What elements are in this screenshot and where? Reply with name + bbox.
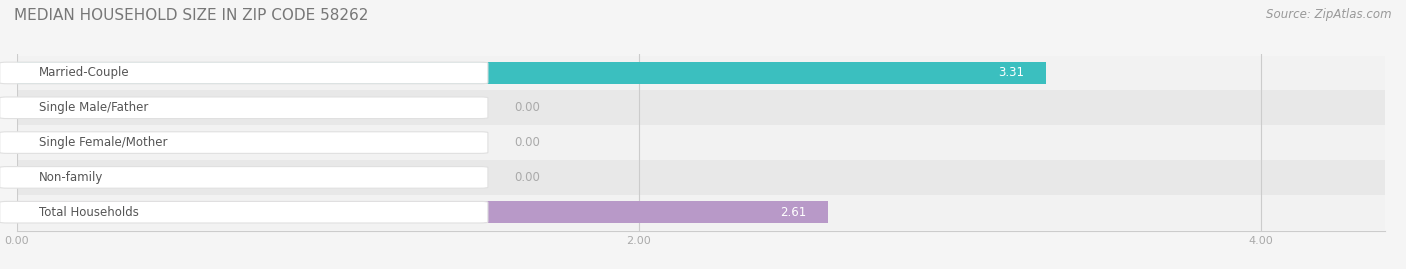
Text: 0.00: 0.00: [515, 171, 540, 184]
Bar: [17, 55, 1385, 90]
Text: 0.00: 0.00: [515, 101, 540, 114]
FancyBboxPatch shape: [0, 132, 488, 153]
Text: Non-family: Non-family: [38, 171, 103, 184]
Text: MEDIAN HOUSEHOLD SIZE IN ZIP CODE 58262: MEDIAN HOUSEHOLD SIZE IN ZIP CODE 58262: [14, 8, 368, 23]
Bar: [17, 62, 1046, 84]
Text: 3.31: 3.31: [998, 66, 1024, 79]
Text: Single Male/Father: Single Male/Father: [38, 101, 148, 114]
Bar: [17, 195, 1385, 230]
FancyBboxPatch shape: [0, 167, 488, 188]
Bar: [17, 125, 1385, 160]
Bar: [17, 160, 1385, 195]
Text: 0.00: 0.00: [515, 136, 540, 149]
Text: 2.61: 2.61: [780, 206, 807, 219]
Bar: [17, 167, 166, 188]
Bar: [17, 97, 166, 119]
FancyBboxPatch shape: [0, 97, 488, 119]
FancyBboxPatch shape: [0, 201, 488, 223]
Text: Total Households: Total Households: [38, 206, 139, 219]
Bar: [17, 132, 166, 153]
Bar: [17, 90, 1385, 125]
Text: Source: ZipAtlas.com: Source: ZipAtlas.com: [1267, 8, 1392, 21]
Bar: [17, 201, 828, 223]
Text: Married-Couple: Married-Couple: [38, 66, 129, 79]
FancyBboxPatch shape: [0, 62, 488, 84]
Text: Single Female/Mother: Single Female/Mother: [38, 136, 167, 149]
